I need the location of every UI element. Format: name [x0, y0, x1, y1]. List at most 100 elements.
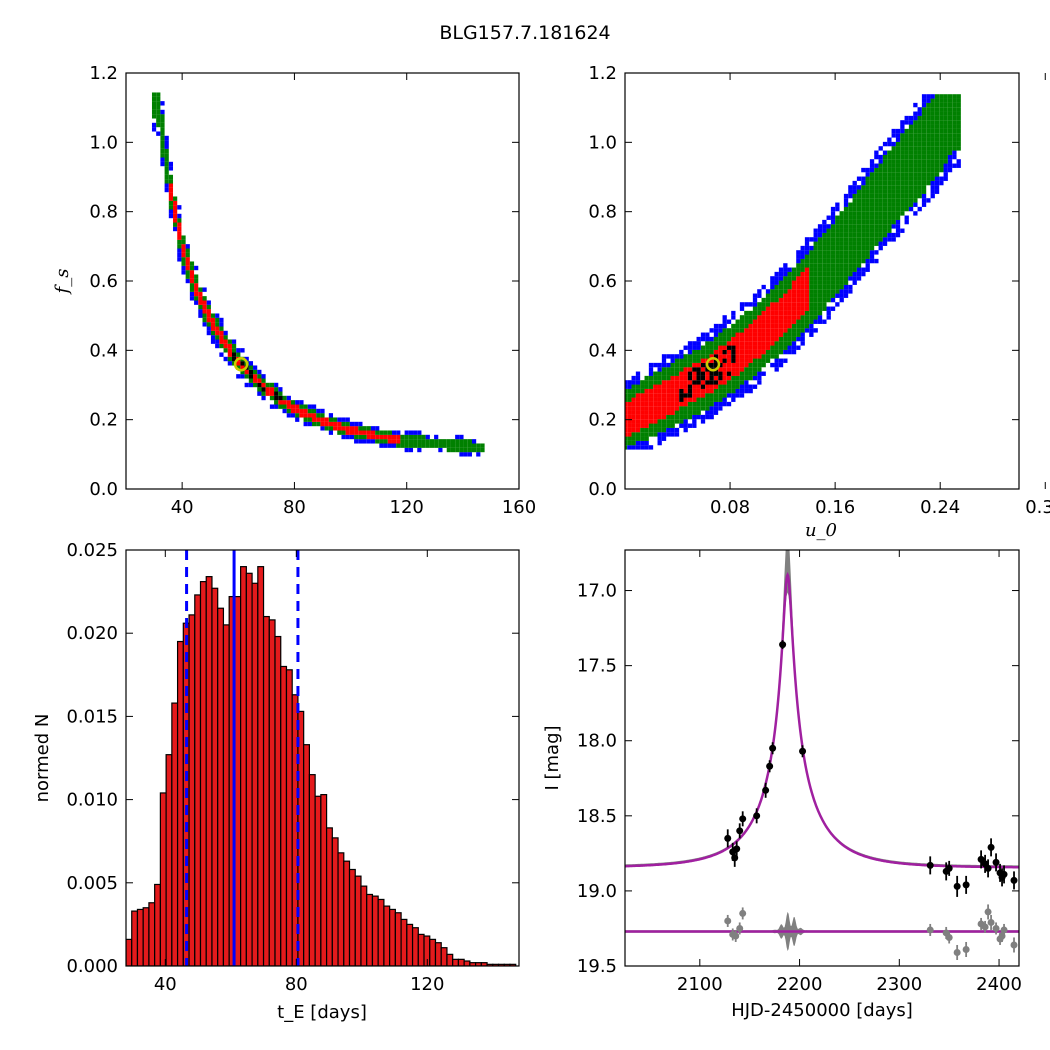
- density-cell: [791, 302, 797, 307]
- density-cell: [210, 330, 216, 336]
- density-cell: [202, 317, 207, 323]
- density-cell: [177, 213, 182, 219]
- density-cell: [774, 289, 779, 294]
- density-cell: [848, 211, 853, 216]
- density-cell: [744, 380, 749, 385]
- residual-point: [945, 933, 953, 941]
- density-cell: [635, 380, 641, 385]
- density-cell: [804, 302, 810, 307]
- density-cell: [248, 382, 254, 388]
- density-cell: [809, 289, 814, 294]
- density-cell: [826, 254, 831, 259]
- density-cell: [908, 120, 914, 125]
- density-cell: [765, 302, 771, 307]
- density-cell: [362, 426, 367, 431]
- density-cell: [705, 410, 710, 415]
- density-cell: [796, 271, 801, 277]
- density-cell: [396, 430, 401, 435]
- density-cell: [731, 336, 736, 342]
- density-cell: [177, 248, 182, 253]
- density-cell: [904, 120, 909, 125]
- density-cell: [383, 430, 388, 435]
- density-cell: [835, 232, 840, 238]
- density-cell: [156, 105, 161, 110]
- density-cell: [164, 187, 169, 193]
- density-cell: [480, 447, 485, 453]
- density-cell: [930, 98, 935, 103]
- density-cell: [809, 271, 814, 277]
- density-cell: [223, 339, 228, 344]
- density-cell: [354, 421, 359, 427]
- density-cell: [809, 332, 814, 337]
- density-cell: [679, 401, 684, 407]
- density-cell: [354, 439, 359, 444]
- density-cell: [952, 107, 957, 112]
- density-cell: [324, 417, 329, 422]
- density-cell: [796, 280, 801, 285]
- density-cell: [700, 349, 706, 355]
- density-cell: [908, 133, 914, 138]
- density-cell: [817, 280, 823, 285]
- density-cell: [709, 354, 714, 359]
- data-point: [799, 747, 807, 755]
- density-cell: [705, 371, 710, 376]
- density-cell: [843, 198, 849, 203]
- density-cell: [752, 345, 758, 350]
- density-cell: [674, 432, 680, 437]
- density-cell: [713, 345, 719, 350]
- density-cell: [887, 189, 892, 194]
- density-cell: [882, 202, 888, 207]
- density-cell: [917, 206, 922, 212]
- density-cell: [826, 306, 831, 311]
- density-cell: [345, 434, 350, 440]
- density-cell: [731, 362, 736, 368]
- density-cell: [852, 189, 857, 194]
- density-cell: [648, 423, 654, 428]
- density-cell: [417, 439, 422, 444]
- density-cell: [752, 367, 758, 372]
- density-cell: [822, 280, 827, 285]
- density-cell: [956, 102, 961, 108]
- density-cell: [796, 276, 801, 281]
- density-cell: [700, 336, 706, 342]
- density-cell: [926, 98, 931, 103]
- density-cell: [930, 146, 935, 151]
- density-cell: [822, 228, 827, 233]
- density-cell: [631, 427, 636, 433]
- density-cell: [956, 133, 961, 138]
- density-cell: [913, 176, 918, 181]
- density-cell: [869, 180, 875, 186]
- density-cell: [900, 198, 905, 203]
- density-cell: [926, 163, 931, 168]
- density-cell: [648, 397, 654, 402]
- histogram-bar: [188, 614, 196, 966]
- density-cell: [934, 137, 940, 142]
- density-cell: [830, 280, 836, 285]
- density-cell: [891, 146, 896, 151]
- density-cell: [748, 349, 753, 355]
- density-cell: [438, 447, 443, 453]
- density-cell: [796, 254, 801, 259]
- density-cell: [904, 176, 909, 181]
- density-cell: [839, 297, 844, 303]
- density-cell: [648, 432, 654, 437]
- density-cell: [181, 248, 186, 253]
- density-cell: [765, 336, 771, 342]
- density-cell: [874, 258, 879, 264]
- density-cell: [349, 421, 355, 427]
- density-cell: [455, 443, 460, 448]
- density-cell: [791, 315, 797, 320]
- data-point: [724, 834, 732, 842]
- density-cell: [666, 380, 671, 385]
- density-cell: [869, 245, 875, 251]
- density-cell: [244, 356, 249, 362]
- density-cell: [635, 436, 641, 441]
- density-cell: [826, 258, 831, 264]
- density-cell: [408, 447, 414, 453]
- density-cell: [683, 362, 688, 368]
- histogram-bar: [251, 582, 259, 966]
- density-cell: [713, 380, 719, 385]
- density-cell: [783, 315, 788, 320]
- density-cell: [683, 345, 688, 350]
- density-cell: [679, 397, 684, 402]
